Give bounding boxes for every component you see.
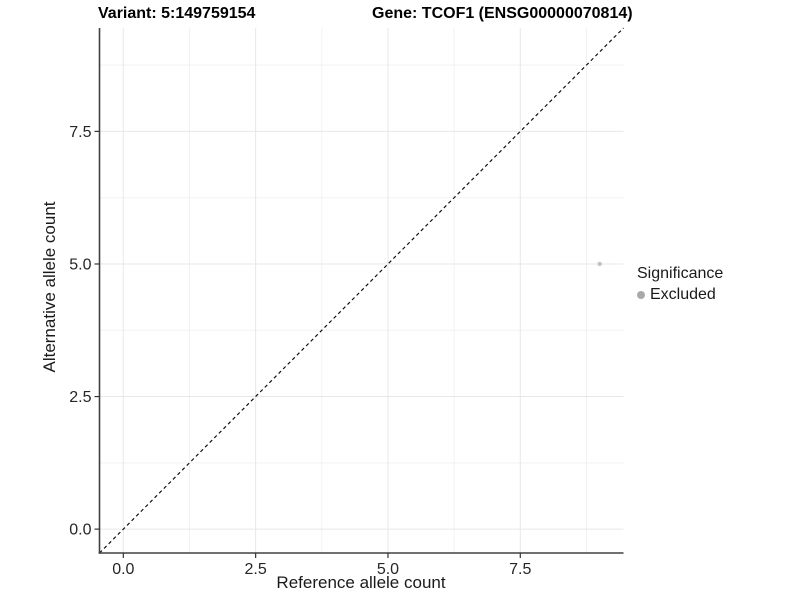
y-tick-label: 2.5 [69,389,91,406]
x-tick-label: 5.0 [377,561,399,578]
legend-label-excluded: Excluded [650,286,716,303]
y-tick-label: 0.0 [69,522,91,539]
y-axis-title: Alternative allele count [40,201,59,373]
y-tick-label: 7.5 [69,124,91,141]
x-tick-label: 0.0 [112,561,134,578]
legend-item-excluded: Excluded [637,286,723,304]
excluded-marker-icon [637,291,645,299]
variant-title: Variant: 5:149759154 [98,5,256,22]
legend: Significance Excluded [637,264,723,304]
x-tick-label: 2.5 [245,561,267,578]
x-axis-title: Reference allele count [276,573,446,592]
data-point [597,261,602,267]
gene-title: Gene: TCOF1 (ENSG00000070814) [372,5,633,22]
y-tick-label: 5.0 [69,256,91,273]
legend-title: Significance [637,265,724,282]
x-tick-label: 7.5 [509,561,531,578]
identity-line [99,27,624,554]
